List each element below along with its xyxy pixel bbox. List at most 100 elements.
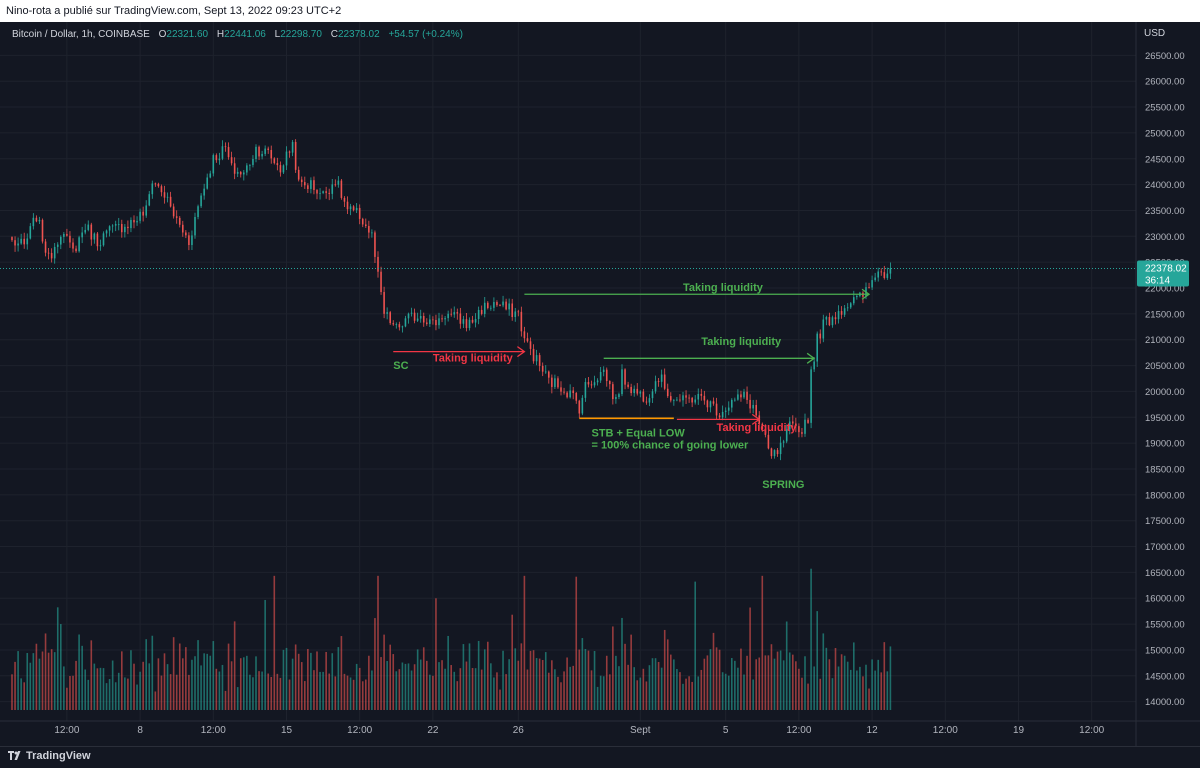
candle-body <box>660 374 663 382</box>
volume-bar <box>819 678 822 710</box>
volume-bar <box>688 676 690 710</box>
volume-bar <box>270 676 273 710</box>
volume-bar <box>740 648 742 710</box>
volume-bar <box>874 670 876 710</box>
candle-body <box>322 191 324 193</box>
volume-bar <box>99 667 102 710</box>
candle-body <box>493 302 495 308</box>
volume-bar <box>648 665 651 710</box>
candle-body <box>389 312 391 324</box>
price-tick-label: 22000.00 <box>1145 284 1185 295</box>
candle-body <box>337 180 340 185</box>
volume-bar <box>429 674 431 710</box>
open-label: O <box>159 29 167 40</box>
candle-body <box>609 381 611 385</box>
volume-bar <box>703 658 706 710</box>
volume-bar <box>859 666 861 710</box>
volume-bar <box>53 652 56 710</box>
volume-bar <box>670 654 672 710</box>
volume-bar <box>612 626 614 710</box>
candle-body <box>459 313 462 324</box>
volume-bar <box>75 660 77 710</box>
time-tick-label: 22 <box>427 725 439 736</box>
volume-bar <box>593 650 596 710</box>
price-tick-label: 20000.00 <box>1145 387 1185 398</box>
volume-bar <box>657 661 660 710</box>
price-tick-label: 16000.00 <box>1145 594 1185 605</box>
volume-bar <box>392 654 395 710</box>
time-tick-label: 12:00 <box>933 725 958 736</box>
candle-body <box>127 226 129 229</box>
volume-bar <box>517 660 520 710</box>
candle-body <box>145 205 147 216</box>
volume-bar <box>230 661 233 710</box>
price-tick-label: 14500.00 <box>1145 671 1185 682</box>
volume-bar <box>239 658 242 710</box>
candle-body <box>114 224 117 226</box>
candle-body <box>261 153 263 157</box>
candle-body <box>828 317 831 326</box>
candle-body <box>444 318 446 320</box>
volume-bars <box>11 568 892 710</box>
volume-bar <box>679 672 681 710</box>
volume-bar <box>508 659 510 710</box>
volume-bar <box>160 675 163 710</box>
volume-bar <box>770 644 773 710</box>
volume-bar <box>432 675 434 710</box>
candle-body <box>313 180 315 191</box>
volume-bar <box>148 663 151 710</box>
volume-bar <box>666 639 669 710</box>
symbol-legend[interactable]: Bitcoin / Dollar, 1h, COINBASE O22321.60… <box>12 29 463 40</box>
close-label: C <box>331 29 338 40</box>
candle-body <box>517 311 520 313</box>
candle-body <box>813 361 815 370</box>
candle-body <box>304 182 306 186</box>
volume-bar <box>358 667 361 710</box>
price-tick-label: 25500.00 <box>1145 103 1185 114</box>
price-tick-label: 26500.00 <box>1145 51 1185 62</box>
volume-bar <box>29 662 32 710</box>
candle-body <box>227 147 230 158</box>
volume-bar <box>264 599 266 710</box>
candle-body <box>441 318 443 320</box>
volume-bar <box>605 655 608 710</box>
candle-body <box>188 235 190 246</box>
candle-body <box>843 308 846 315</box>
candle-body <box>749 399 751 409</box>
candle-body <box>868 287 870 288</box>
candle-body <box>471 319 474 323</box>
candle-body <box>328 192 330 194</box>
time-tick-label: 12:00 <box>786 725 811 736</box>
volume-bar <box>663 629 666 710</box>
volume-bar <box>255 656 257 710</box>
candle-body <box>511 303 513 318</box>
volume-bar <box>587 650 590 710</box>
volume-bar <box>288 679 291 710</box>
candle-body <box>316 190 318 194</box>
volume-bar <box>883 642 886 710</box>
volume-bar <box>169 674 172 710</box>
time-tick-label: 19 <box>1013 725 1025 736</box>
volume-bar <box>108 679 111 710</box>
tradingview-logo[interactable]: TradingView <box>8 750 91 762</box>
candle-body <box>63 233 65 237</box>
candle-body <box>477 309 480 319</box>
high-label: H <box>217 29 224 40</box>
candle-body <box>798 426 800 433</box>
candle-body <box>236 171 239 174</box>
candle-body <box>151 183 154 195</box>
candle-body <box>557 378 559 388</box>
candle-body <box>883 272 886 278</box>
time-axis[interactable]: 12:00 8 12:00 15 12:00 22 26 Sept 5 12:00 12 12:00 1… <box>54 725 1104 736</box>
volume-bar <box>276 673 279 710</box>
volume-bar <box>639 677 642 710</box>
price-tick-label: 21000.00 <box>1145 335 1185 346</box>
price-tick-label: 14000.00 <box>1145 697 1185 708</box>
volume-bar <box>871 659 873 710</box>
volume-bar <box>233 621 236 710</box>
volume-bar <box>630 634 632 710</box>
bitcoin-chart[interactable]: SC Taking liquidity Taking liquidity Taking… <box>0 22 1200 746</box>
candle-body <box>825 317 828 320</box>
candle-body <box>416 318 419 321</box>
volume-bar <box>505 674 507 710</box>
